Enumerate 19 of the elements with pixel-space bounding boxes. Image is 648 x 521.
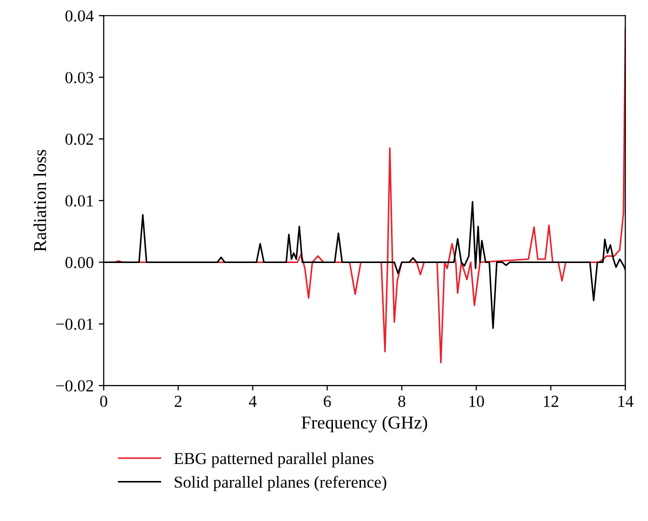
legend-label: Solid parallel planes (reference) — [174, 476, 386, 492]
x-tick-label: 14 — [618, 396, 634, 407]
x-tick-label: 10 — [469, 396, 484, 407]
y-tick-label: 0.00 — [65, 256, 94, 268]
x-tick-label: 2 — [174, 396, 182, 407]
y-tick-label: 0.03 — [65, 72, 94, 84]
y-tick-label: 0.02 — [65, 134, 94, 145]
y-tick-label: 0.01 — [65, 195, 93, 207]
x-axis-title: Frequency (GHz) — [302, 416, 428, 432]
x-tick-label: 6 — [324, 396, 331, 407]
y-tick-label: −0.02 — [56, 380, 94, 392]
y-axis-title: Radiation loss — [33, 150, 46, 252]
x-tick-label: 4 — [248, 396, 257, 407]
y-tick-label: −0.01 — [56, 318, 93, 330]
x-tick-label: 12 — [544, 396, 558, 407]
x-tick-label: 0 — [100, 396, 108, 407]
y-tick-label: 0.04 — [65, 10, 94, 22]
legend-label: EBG patterned parallel planes — [174, 452, 374, 468]
x-tick-label: 8 — [398, 396, 406, 407]
